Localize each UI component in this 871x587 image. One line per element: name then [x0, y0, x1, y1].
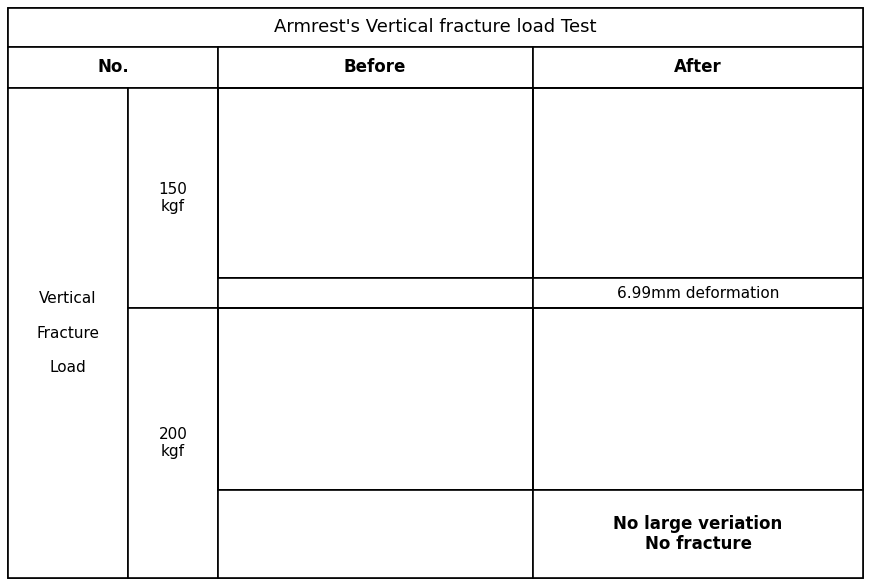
Text: Vertical

Fracture

Load: Vertical Fracture Load — [37, 291, 99, 375]
Bar — [128, 308, 218, 578]
Bar — [533, 88, 863, 278]
Text: After: After — [674, 58, 722, 76]
Bar — [8, 88, 128, 578]
Bar — [533, 278, 863, 308]
Bar — [218, 88, 533, 278]
Bar — [8, 47, 218, 88]
Bar — [533, 308, 863, 490]
Text: No.: No. — [98, 58, 129, 76]
Bar — [533, 308, 863, 490]
Text: 150
kgf: 150 kgf — [159, 182, 187, 214]
Bar — [533, 490, 863, 578]
Bar — [8, 8, 863, 47]
Bar — [533, 47, 863, 88]
Bar — [218, 308, 533, 490]
Bar — [218, 308, 533, 490]
Text: 200
kgf: 200 kgf — [159, 427, 187, 459]
Bar — [128, 88, 218, 308]
Text: Before: Before — [344, 58, 406, 76]
Bar — [218, 490, 533, 578]
Text: Armrest's Vertical fracture load Test: Armrest's Vertical fracture load Test — [273, 18, 597, 36]
Bar — [218, 88, 533, 278]
Text: 6.99mm deformation: 6.99mm deformation — [617, 285, 780, 301]
Bar — [218, 47, 533, 88]
Text: No large veriation
No fracture: No large veriation No fracture — [613, 515, 783, 554]
Bar — [533, 88, 863, 278]
Bar — [218, 278, 533, 308]
